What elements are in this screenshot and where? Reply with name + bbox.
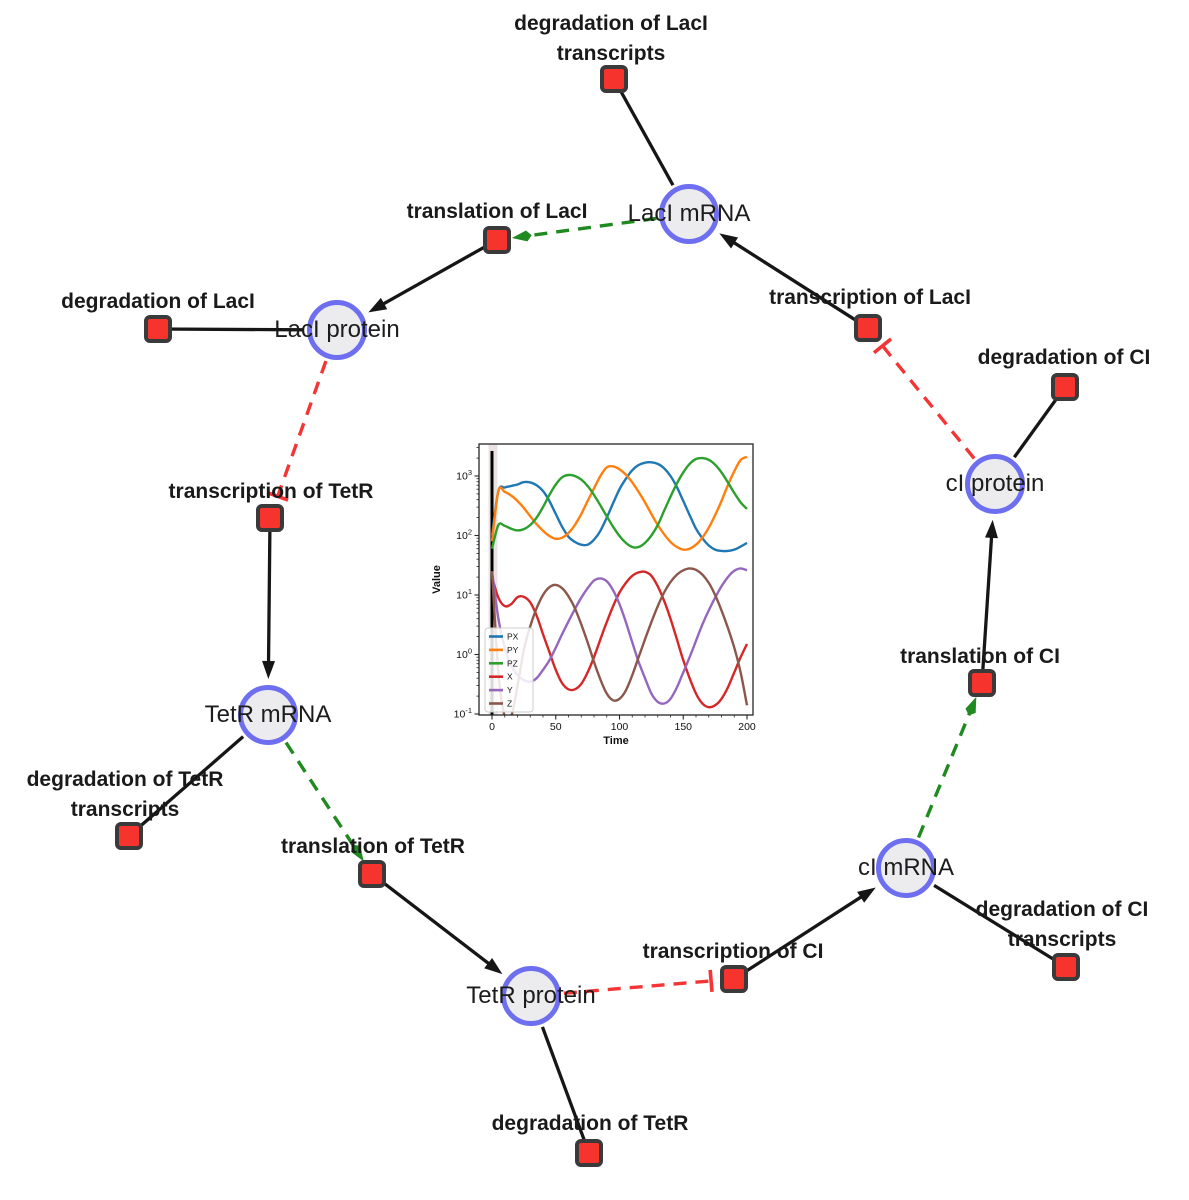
reaction-label-deg_CI_tx: degradation of CI transcripts xyxy=(975,898,1149,951)
species-label-TetR_mRNA: TetR mRNA xyxy=(204,701,332,728)
reaction-node-deg_LacI_tx xyxy=(600,65,628,93)
simulation-plot: 0 50 100 150 200 10-1 100 101 102 103 Time Value PX P… xyxy=(430,438,775,763)
edge-LacI_protein-tx_TetR xyxy=(266,360,328,502)
x-tick-label: 200 xyxy=(738,721,756,733)
series-Y xyxy=(490,567,748,705)
species-node-LacI_protein xyxy=(307,300,367,360)
time-series-chart: 0 50 100 150 20010-1100101102103TimeValuePXP… xyxy=(431,443,756,747)
edge-tx_CI-cI_mRNA xyxy=(743,887,876,974)
edge-cI_protein-tx_LacI xyxy=(872,337,976,460)
edge-tx_LacI-LacI_mRNA xyxy=(719,233,859,323)
edge-tx_TetR-TetR_mRNA xyxy=(262,529,276,680)
y-tick-label: 103 xyxy=(456,468,472,483)
arrowhead-icon xyxy=(719,233,739,249)
reaction-label-tx_CI: transcription of CI xyxy=(642,940,824,963)
reaction-node-deg_CI xyxy=(1051,373,1079,401)
series-PZ xyxy=(490,456,748,550)
reaction-node-transl_LacI xyxy=(483,226,511,254)
species-node-cI_protein xyxy=(965,454,1025,514)
legend-label-Y: Y xyxy=(507,685,513,695)
edge-TetR_mRNA-transl_TetR xyxy=(284,741,364,862)
x-tick-label: 50 xyxy=(550,721,562,733)
species-node-LacI_mRNA xyxy=(659,184,719,244)
species-label-LacI_mRNA: LacI mRNA xyxy=(627,200,751,227)
y-tick-label: 102 xyxy=(456,528,472,543)
reaction-node-deg_TetR xyxy=(575,1139,603,1167)
edge-LacI_mRNA-transl_LacI xyxy=(511,216,657,242)
edge-cI_mRNA-transl_CI xyxy=(916,696,977,839)
reaction-node-deg_CI_tx xyxy=(1052,953,1080,981)
arrowhead-icon xyxy=(368,297,388,313)
tbar-inhibition-icon xyxy=(266,490,289,502)
reaction-label-deg_LacI_tx: degradation of LacI transcripts xyxy=(514,12,708,65)
legend-label-PX: PX xyxy=(507,632,519,642)
reaction-label-transl_TetR: translation of TetR xyxy=(281,835,465,858)
reaction-node-transl_TetR xyxy=(358,860,386,888)
legend-label-PY: PY xyxy=(507,645,519,655)
reaction-node-tx_CI xyxy=(720,965,748,993)
x-tick-label: 150 xyxy=(674,721,692,733)
y-tick-label: 101 xyxy=(456,587,472,602)
legend-label-Z: Z xyxy=(507,699,512,709)
edge-TetR_mRNA-deg_TetR_tx xyxy=(127,735,245,838)
legend: PX PY PZ XYZ xyxy=(484,627,534,713)
species-label-cI_protein: cI protein xyxy=(945,470,1045,497)
reaction-label-transl_LacI: translation of LacI xyxy=(406,200,588,223)
modifier-arrowhead-icon xyxy=(965,696,977,716)
edge-LacI_protein-deg_LacI xyxy=(157,327,305,332)
edge-LacI_mRNA-deg_LacI_tx xyxy=(612,78,675,186)
edge-transl_LacI-LacI_protein xyxy=(368,244,488,313)
edge-transl_TetR-TetR_protein xyxy=(380,879,503,975)
reaction-label-deg_TetR_tx: degradation of TetR transcripts xyxy=(26,768,224,821)
species-node-TetR_protein xyxy=(501,966,561,1026)
reaction-label-tx_LacI: transcription of LacI xyxy=(769,286,971,309)
plot-frame xyxy=(478,443,754,716)
modifier-arrowhead-icon xyxy=(511,230,532,242)
species-label-TetR_protein: TetR protein xyxy=(466,982,596,1009)
reaction-label-transl_CI: translation of CI xyxy=(900,645,1060,668)
species-label-cI_mRNA: cI mRNA xyxy=(858,854,954,881)
y-tick-label: 10-1 xyxy=(454,706,472,721)
y-axis-label: Value xyxy=(431,565,443,594)
legend-label-PZ: PZ xyxy=(507,658,518,668)
x-axis-label: Time xyxy=(603,735,628,747)
modifier-arrowhead-icon xyxy=(350,844,364,862)
edge-TetR_protein-deg_TetR xyxy=(540,1026,591,1154)
species-label-LacI_protein: LacI protein xyxy=(274,316,400,343)
series-PX xyxy=(490,461,748,553)
arrowhead-icon xyxy=(984,519,998,539)
reaction-label-tx_TetR: transcription of TetR xyxy=(168,480,374,503)
reaction-label-deg_CI: degradation of CI xyxy=(977,346,1151,369)
y-tick-label: 100 xyxy=(456,647,472,662)
tbar-inhibition-icon xyxy=(708,969,714,993)
legend-label-X: X xyxy=(507,672,513,682)
arrowhead-icon xyxy=(484,957,503,975)
reaction-label-deg_TetR: degradation of TetR xyxy=(491,1112,689,1135)
species-node-TetR_mRNA xyxy=(238,685,298,745)
reaction-node-deg_TetR_tx xyxy=(115,822,143,850)
x-tick-label: 0 xyxy=(489,721,495,733)
reaction-node-tx_LacI xyxy=(854,314,882,342)
edge-cI_mRNA-deg_CI_tx xyxy=(933,883,1067,969)
reaction-label-deg_LacI: degradation of LacI xyxy=(61,290,255,313)
species-node-cI_mRNA xyxy=(876,838,936,898)
arrowhead-icon xyxy=(857,887,876,903)
reaction-node-transl_CI xyxy=(968,669,996,697)
tbar-inhibition-icon xyxy=(872,337,893,355)
series-Z xyxy=(490,567,749,715)
edge-TetR_protein-tx_CI xyxy=(563,969,714,995)
x-tick-label: 100 xyxy=(611,721,629,733)
reaction-node-tx_TetR xyxy=(256,504,284,532)
arrowhead-icon xyxy=(262,660,276,680)
edge-transl_CI-cI_protein xyxy=(981,519,998,672)
reaction-node-deg_LacI xyxy=(144,315,172,343)
